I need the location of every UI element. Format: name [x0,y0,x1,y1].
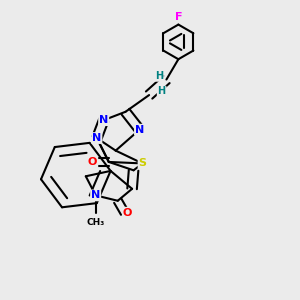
Text: CH₃: CH₃ [86,218,105,227]
Text: S: S [139,158,146,168]
Text: N: N [92,133,101,143]
Text: O: O [123,208,132,218]
Text: O: O [88,157,98,167]
Text: N: N [99,115,108,125]
Text: N: N [135,125,144,135]
Text: H: H [158,86,166,97]
Text: F: F [175,12,182,22]
Text: H: H [155,71,163,81]
Text: N: N [91,190,100,200]
